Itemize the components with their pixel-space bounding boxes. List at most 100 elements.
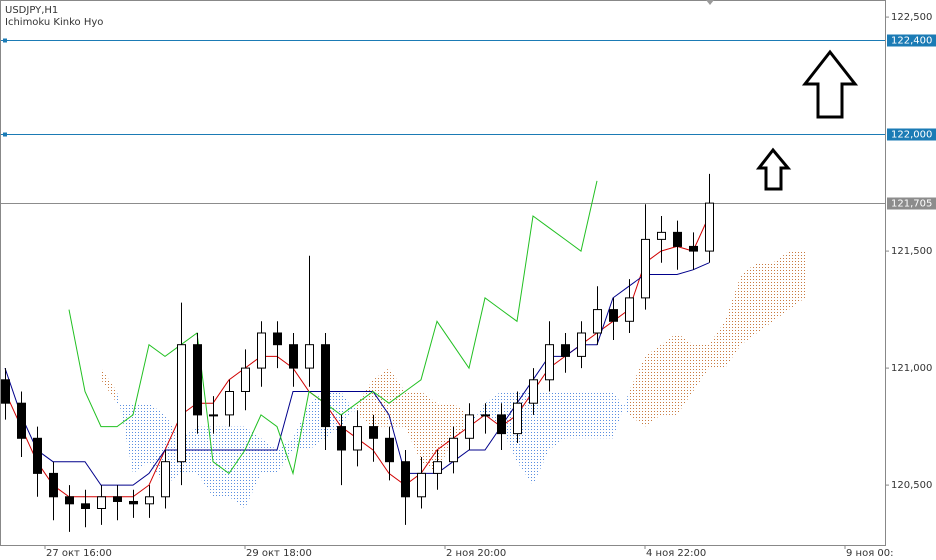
candle-body [497,414,506,435]
cloud-segment [725,274,741,369]
candle-body [641,238,650,299]
cloud-segment [757,262,773,333]
arrow-up-small [755,147,792,191]
candle-body [33,437,42,474]
cloud-segment [629,356,645,427]
x-tick-label: 27 окт 16:00 [46,548,112,559]
indicator-name: Ichimoku Kinko Hyo [5,17,103,28]
candle-body [257,332,266,369]
candle-body [337,426,346,451]
candle-body [209,414,218,417]
candle-body [577,332,586,357]
cloud-segment [213,426,229,497]
cloud-segment [773,251,789,322]
y-tick-label: 121,000 [891,363,932,374]
candle-body [161,461,170,498]
candle-body [401,461,410,498]
level-label-box [887,128,936,141]
cloud-segment [709,321,725,369]
indicator-line [4,262,710,486]
candle-body [305,344,314,369]
cloud-segment [117,391,133,474]
candle-body [289,344,298,369]
cloud-segment [133,403,149,474]
arrow-up-large [801,49,859,119]
candle-body [17,402,26,439]
cloud-segment [293,403,309,450]
cloud-segment [229,426,245,509]
level-label-box [887,34,936,47]
candle-body [609,309,618,322]
candle-body [593,309,602,334]
chart-title: USDJPY,H1 [5,5,58,16]
candle-body [113,496,122,502]
candle-body [481,414,490,417]
x-tick-label: 29 окт 18:00 [246,548,312,559]
candle-body [513,402,522,435]
x-tick-label: 9 ноя 00: [846,548,894,559]
level-label: 122,400 [891,36,932,47]
candle-body [449,437,458,463]
candle-body [225,390,234,416]
cloud-segment [789,251,805,310]
y-tick-label: 121,500 [891,246,932,257]
candle-body [545,344,554,381]
candle-body [673,231,682,247]
cloud-segment [565,391,581,439]
candle-body [81,503,90,509]
y-tick-label: 120,500 [891,480,932,491]
candle-body [49,472,58,498]
level-label: 122,000 [891,130,932,141]
candle-body [321,344,330,428]
cloud-segment [197,426,213,497]
cloud-segment [245,426,261,509]
cloud-segment [261,438,277,474]
cloud-segment [277,438,293,474]
cloud-segment [581,391,597,439]
plot-border [0,0,886,546]
cloud-segment [613,391,629,439]
cloud-segment [661,332,677,415]
cloud-segment [533,391,549,486]
cloud-segment [677,332,693,415]
candle-body [561,344,570,357]
y-tick-label: 122,500 [891,12,932,23]
candle-body [65,496,74,505]
main-layer: 122,400 122,000 121,705 [0,34,936,532]
cloud-segment [421,391,437,474]
candle-body [625,297,634,322]
cloud-segment [693,344,709,392]
shift-marker [706,0,714,5]
cloud-segment [101,368,117,404]
x-tick-label: 2 ноя 20:00 [446,548,506,559]
candle-body [657,231,666,240]
candle-body [529,379,538,404]
candle-body [353,426,362,451]
last-price-box [887,197,936,210]
candle-body [369,426,378,439]
cloud-segment [645,344,661,427]
candle-body [145,496,154,505]
candle-body [465,414,474,439]
candle-body [129,500,138,505]
candle-body [177,344,186,463]
level-handle [3,38,7,43]
x-tick-label: 4 ноя 22:00 [646,548,706,559]
candle-body [385,437,394,463]
cloud-segment [741,262,757,345]
level-handle [3,132,7,137]
candle-body [417,472,426,498]
cloud-segment [597,391,613,439]
candle-body [1,379,10,404]
candle-body [193,344,202,416]
cloud-segment [405,391,421,462]
candle-body [705,202,714,252]
cloud-segment [437,403,453,474]
candle-body [97,496,106,509]
candle-body [241,367,250,392]
cloud-segment [549,391,565,450]
last-price-label: 121,705 [891,199,932,210]
indicator-line [68,180,598,476]
